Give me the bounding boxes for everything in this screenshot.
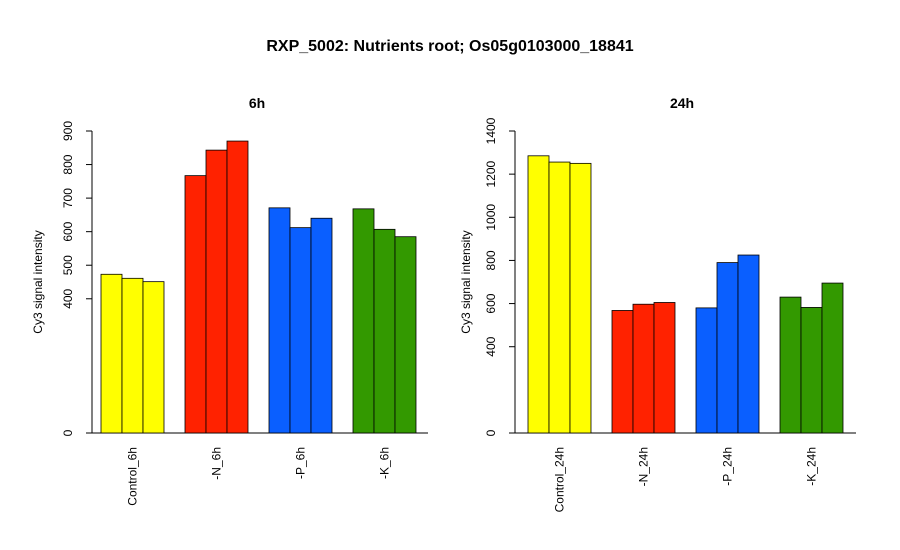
y-axis-label: Cy3 signal intensity [31, 230, 45, 333]
bar [800, 307, 823, 434]
panel-title: 24h [670, 95, 694, 111]
bar [716, 262, 739, 434]
y-tick-label: 500 [61, 255, 75, 275]
bar [695, 307, 718, 434]
y-tick-label: 0 [61, 429, 75, 436]
x-tick-label: -K_6h [378, 447, 392, 479]
y-tick-label: 1400 [484, 117, 498, 144]
bar [737, 254, 760, 434]
y-tick-label: 600 [61, 221, 75, 241]
bar [632, 303, 655, 434]
bar [184, 175, 207, 434]
chart-title: RXP_5002: Nutrients root; Os05g0103000_1… [266, 38, 634, 55]
y-tick-label: 1000 [484, 204, 498, 231]
bar [268, 207, 291, 434]
x-tick-label: -P_24h [721, 447, 735, 486]
y-tick-label: 400 [61, 288, 75, 308]
bar [569, 162, 592, 434]
x-tick-label: Control_24h [553, 447, 567, 512]
bar [226, 140, 249, 434]
bar [548, 161, 571, 434]
bar [142, 281, 165, 434]
x-tick-label: -N_6h [210, 447, 224, 480]
y-tick-label: 0 [484, 429, 498, 436]
bar [611, 310, 634, 434]
y-tick-label: 800 [61, 154, 75, 174]
bar [653, 302, 676, 434]
bar [310, 217, 333, 434]
y-tick-label: 600 [484, 293, 498, 313]
bar [779, 296, 802, 434]
y-tick-label: 800 [484, 250, 498, 270]
bar [352, 208, 375, 434]
bar [289, 227, 312, 434]
y-tick-label: 700 [61, 188, 75, 208]
bar [373, 228, 396, 434]
bar [205, 149, 228, 434]
y-tick-label: 900 [61, 121, 75, 141]
x-tick-label: Control_6h [126, 447, 140, 506]
bar [394, 236, 417, 434]
bar [121, 277, 144, 434]
bar [527, 155, 550, 434]
y-tick-label: 1200 [484, 160, 498, 187]
y-tick-label: 400 [484, 336, 498, 356]
x-tick-label: -P_6h [294, 447, 308, 479]
x-tick-label: -K_24h [805, 447, 819, 486]
panel-title: 6h [249, 95, 265, 111]
bar [100, 273, 123, 434]
bar [821, 282, 844, 434]
x-tick-label: -N_24h [637, 447, 651, 486]
y-axis-label: Cy3 signal intensity [459, 230, 473, 333]
